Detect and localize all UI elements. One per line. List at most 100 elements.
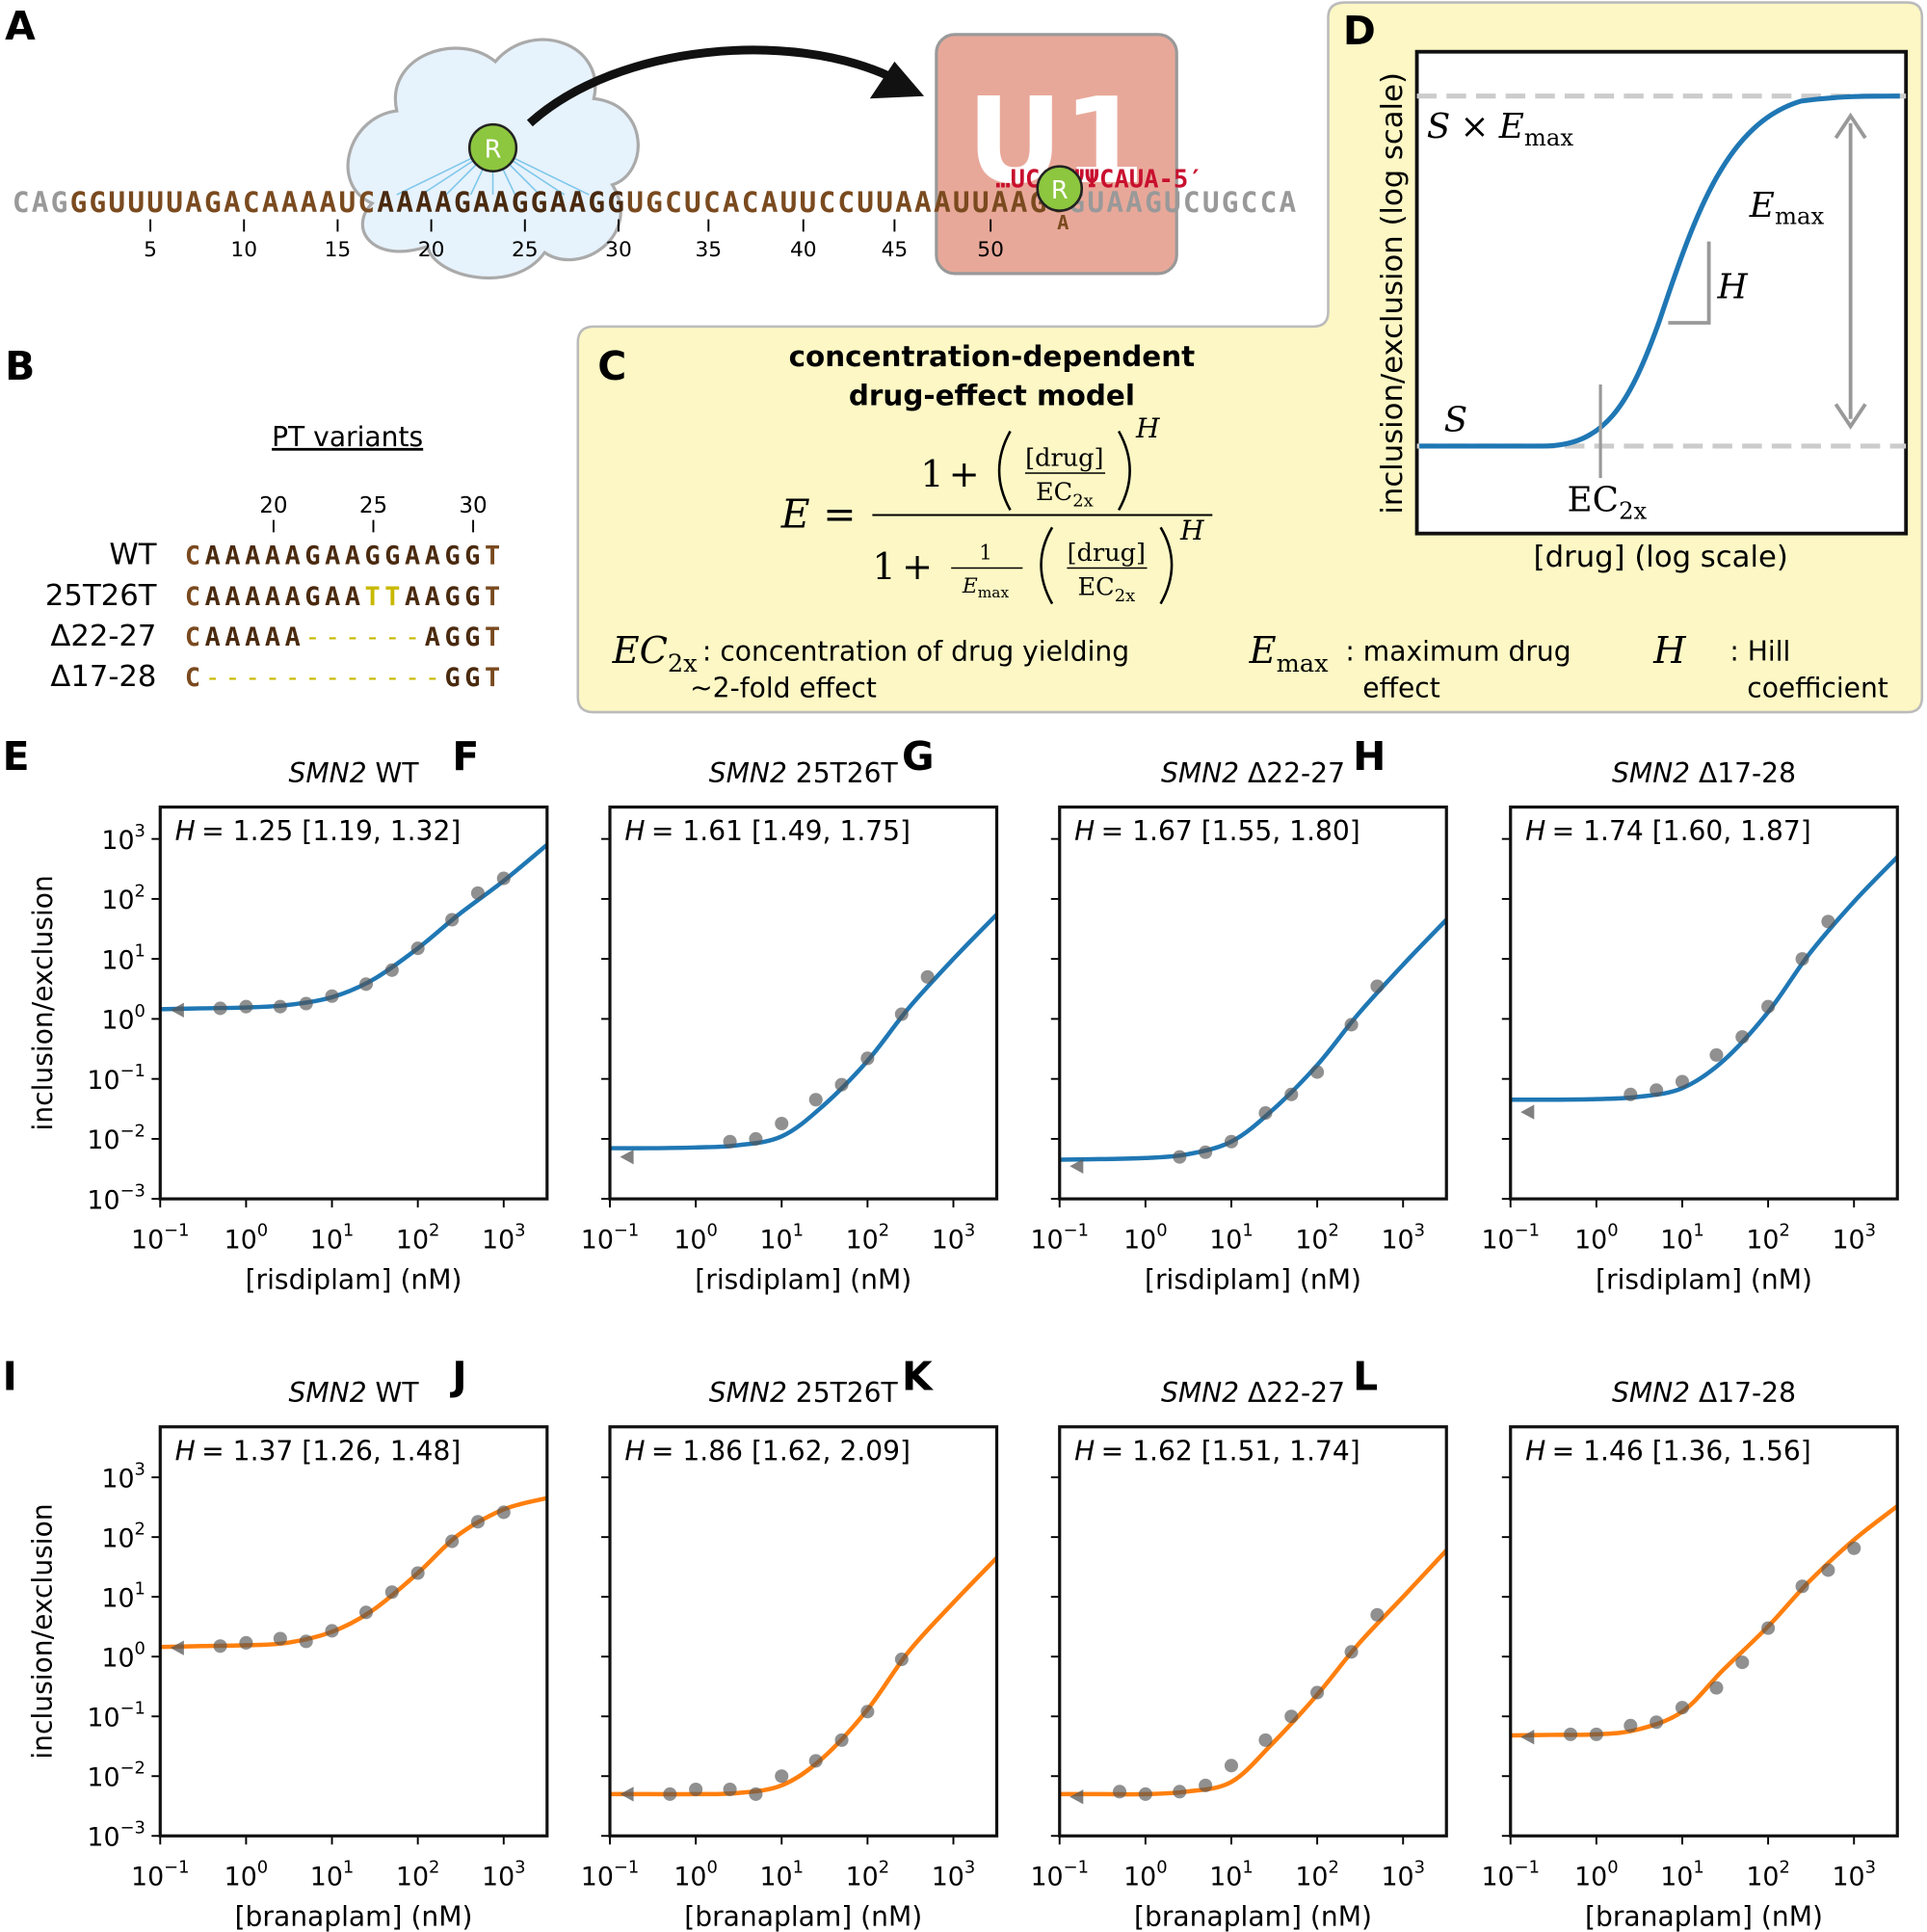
data-point xyxy=(1761,1621,1776,1635)
annotation-symbol: H xyxy=(624,815,645,847)
sequence-part: C xyxy=(185,622,200,652)
chart-title: SMN2 25T26T xyxy=(709,757,899,789)
gene-name: SMN2 xyxy=(1161,1377,1239,1409)
chart: H SMN2 Δ17-28 10−1 100 101 102 103 [risdiplam] (… xyxy=(1353,733,1899,1296)
data-point xyxy=(920,969,935,984)
annotation: H = 1.86 [1.62, 2.09] xyxy=(624,1435,911,1467)
chart-title: SMN2 Δ22-27 xyxy=(1161,1377,1345,1409)
data-point xyxy=(1821,1563,1835,1577)
schematic-label: 2x xyxy=(1619,496,1647,524)
x-tick-label: 10−1 xyxy=(581,1221,640,1256)
variant-name: 25T26T xyxy=(45,579,157,613)
data-point xyxy=(358,1605,374,1620)
data-point xyxy=(239,999,253,1014)
position-label: 20 xyxy=(259,493,287,518)
data-point xyxy=(213,1639,227,1654)
panel-label: L xyxy=(1353,1353,1378,1399)
x-axis-label: [branaplam] (nM) xyxy=(235,1901,473,1932)
schematic-label: E xyxy=(1749,186,1775,225)
data-point xyxy=(894,1653,909,1667)
no-drug-point xyxy=(1520,1104,1535,1120)
sequence-part: AAAAGAAGGAAGG xyxy=(377,186,624,219)
paren xyxy=(1040,526,1054,605)
panel-label: C xyxy=(597,343,626,389)
data-point xyxy=(1344,1645,1359,1659)
x-tick-label: 103 xyxy=(932,1858,976,1892)
data-point xyxy=(325,1624,339,1638)
data-point xyxy=(410,941,425,956)
data-point xyxy=(723,1134,737,1149)
data-point xyxy=(1284,1087,1299,1101)
annotation-symbol: H xyxy=(1525,1435,1545,1467)
bulge: A xyxy=(1057,211,1069,234)
sequence-part: TT xyxy=(365,582,401,612)
data-point xyxy=(445,1534,460,1548)
schematic-label: E xyxy=(1498,107,1524,146)
plot-area xyxy=(160,842,547,1018)
chart-title: Δ17-28 xyxy=(1699,1377,1796,1409)
data-point xyxy=(239,1635,253,1650)
def-symbol: H xyxy=(1652,629,1687,673)
sequence-part: ------ xyxy=(304,622,420,652)
panel-label: K xyxy=(902,1353,934,1399)
no-drug-point xyxy=(1520,1730,1535,1745)
x-tick-label: 102 xyxy=(846,1858,890,1892)
x-tick-label: 100 xyxy=(224,1221,269,1256)
data-point xyxy=(1623,1718,1638,1733)
data-point xyxy=(358,977,374,992)
data-point xyxy=(1199,1778,1213,1792)
x-axis-label: [branaplam] (nM) xyxy=(1134,1901,1372,1932)
position-label: 5 xyxy=(144,238,157,262)
eq-symbol: EC xyxy=(1036,478,1072,507)
annotation: = 1.86 [1.62, 2.09] xyxy=(651,1435,911,1467)
data-point xyxy=(1199,1145,1213,1159)
x-tick-label: 10−1 xyxy=(1030,1858,1089,1892)
x-axis-label: [risdiplam] (nM) xyxy=(695,1264,911,1296)
eq-symbol: H xyxy=(1179,515,1204,546)
data-point xyxy=(1138,1786,1152,1801)
x-tick-label: 101 xyxy=(310,1858,355,1892)
eq-symbol: = xyxy=(823,490,856,537)
data-point xyxy=(1675,1074,1690,1089)
data-point xyxy=(273,1631,287,1646)
data-point xyxy=(1650,1083,1664,1098)
fit-line xyxy=(1510,855,1898,1102)
equation: E = 1 + [drug] EC2x H 1 + 1 Emax [drug] … xyxy=(780,412,1213,606)
no-drug-point xyxy=(1069,1158,1084,1174)
no-drug-point xyxy=(620,1786,634,1802)
eq-symbol: EC2x xyxy=(1077,573,1135,606)
x-tick-label: 103 xyxy=(1832,1221,1876,1256)
x-tick-label: 101 xyxy=(310,1221,355,1256)
eq-subscript: 2x xyxy=(1115,586,1135,606)
annotation: = 1.46 [1.36, 1.56] xyxy=(1552,1435,1811,1467)
gene-name: SMN2 xyxy=(1612,1377,1690,1409)
x-tick-label: 102 xyxy=(846,1221,890,1256)
y-axis-label: inclusion/exclusion xyxy=(27,1503,59,1759)
x-tick-label: 10−1 xyxy=(581,1858,640,1892)
data-point xyxy=(496,871,511,886)
data-point xyxy=(273,999,287,1014)
position-label: 20 xyxy=(418,238,445,262)
axis-label: [drug] (log scale) xyxy=(1534,541,1788,574)
annotation-symbol: H xyxy=(624,1435,645,1467)
x-tick-label: 102 xyxy=(1746,1858,1790,1892)
x-tick-label: 101 xyxy=(1209,1221,1254,1256)
schematic-label: max xyxy=(1524,123,1574,151)
plot-area xyxy=(1059,917,1447,1174)
x-tick-label: 100 xyxy=(224,1858,269,1892)
x-tick-label: 10−1 xyxy=(131,1221,190,1256)
annotation: H = 1.62 [1.51, 1.74] xyxy=(1074,1435,1360,1467)
x-tick-label: 103 xyxy=(482,1858,526,1892)
variant-sequence: C AAAAAGAA TT AAGG T xyxy=(185,582,500,612)
data-point xyxy=(384,1585,399,1600)
paren xyxy=(997,430,1012,512)
sequence-part: C xyxy=(185,663,200,693)
variant-sequence: C ------------ GG T xyxy=(185,663,500,693)
y-tick-label: 102 xyxy=(101,1520,145,1554)
x-tick-label: 10−1 xyxy=(1481,1858,1540,1892)
data-point xyxy=(445,913,460,927)
model-title: drug-effect model xyxy=(849,380,1135,412)
chart-title: SMN2 Δ22-27 xyxy=(1161,757,1345,789)
x-tick-label: 100 xyxy=(1574,1858,1619,1892)
data-point xyxy=(808,1754,823,1768)
